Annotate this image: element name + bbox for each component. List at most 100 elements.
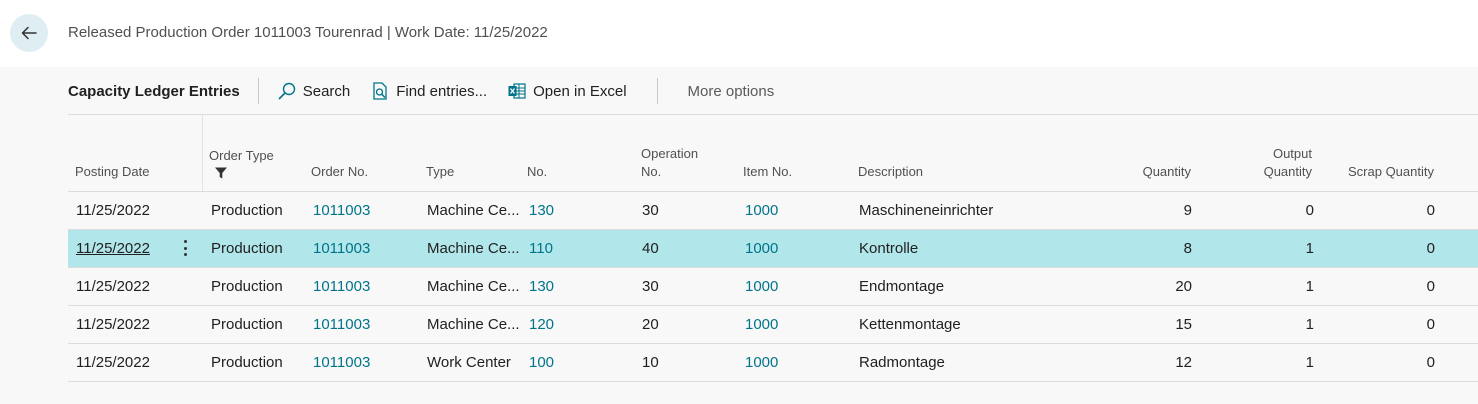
cell-scrap-quantity[interactable]: 0 xyxy=(1426,316,1435,333)
cell-scrap-quantity[interactable]: 0 xyxy=(1426,202,1435,219)
column-header-scrap-quantity[interactable]: Scrap Quantity xyxy=(1348,164,1434,179)
cell-quantity[interactable]: 8 xyxy=(1183,240,1192,257)
column-header-operation-no[interactable]: Operation No. xyxy=(641,145,698,181)
cell-quantity[interactable]: 20 xyxy=(1175,278,1192,295)
find-entries-button[interactable]: Find entries... xyxy=(370,81,487,101)
action-bar: Capacity Ledger Entries Search Find entr… xyxy=(68,68,1478,115)
cell-item-no[interactable]: 1000 xyxy=(745,316,779,333)
cell-output-quantity[interactable]: 0 xyxy=(1305,202,1314,219)
more-vertical-icon xyxy=(183,240,187,243)
cell-quantity[interactable]: 12 xyxy=(1175,354,1192,371)
cell-no[interactable]: 130 xyxy=(529,202,555,219)
table-row[interactable]: 11/25/2022 Production 1011003 Work Cente… xyxy=(68,344,1478,382)
cell-scrap-quantity[interactable]: 0 xyxy=(1426,278,1435,295)
cell-order-no[interactable]: 1011003 xyxy=(313,316,371,333)
cell-scrap-quantity[interactable]: 0 xyxy=(1426,240,1435,257)
column-header-item-no[interactable]: Item No. xyxy=(743,164,793,179)
column-header-order-type[interactable]: Order Type xyxy=(209,148,274,163)
column-header-output-quantity-line2: Quantity xyxy=(1263,164,1312,179)
cell-no[interactable]: 130 xyxy=(529,278,555,295)
cell-output-quantity[interactable]: 1 xyxy=(1305,316,1314,333)
search-button[interactable]: Search xyxy=(277,81,351,101)
open-in-excel-label: Open in Excel xyxy=(533,82,627,100)
list-caption: Capacity Ledger Entries xyxy=(68,82,240,100)
cell-description[interactable]: Kettenmontage xyxy=(859,316,961,333)
more-vertical-icon xyxy=(183,253,187,256)
cell-item-no[interactable]: 1000 xyxy=(745,354,779,371)
cell-operation-no[interactable]: 30 xyxy=(642,278,659,295)
column-header-order-no[interactable]: Order No. xyxy=(311,164,369,179)
column-header-posting-date[interactable]: Posting Date xyxy=(75,164,150,179)
cell-order-type[interactable]: Production xyxy=(211,202,283,219)
column-header-description[interactable]: Description xyxy=(858,164,924,179)
column-header-type[interactable]: Type xyxy=(426,164,455,179)
column-header-quantity[interactable]: Quantity xyxy=(1142,164,1191,179)
cell-quantity[interactable]: 9 xyxy=(1183,202,1192,219)
column-header-output-quantity[interactable]: Output Quantity xyxy=(1208,145,1312,181)
toolbar-divider xyxy=(257,78,259,104)
cell-description[interactable]: Kontrolle xyxy=(859,240,919,257)
cell-order-no[interactable]: 1011003 xyxy=(313,240,371,257)
table-row[interactable]: 11/25/2022 Production 1011003 Machine Ce… xyxy=(68,192,1478,230)
cell-order-type[interactable]: Production xyxy=(211,278,283,295)
cell-order-type[interactable]: Production xyxy=(211,354,283,371)
back-button[interactable] xyxy=(10,14,48,52)
filter-icon[interactable] xyxy=(214,166,228,180)
cell-output-quantity[interactable]: 1 xyxy=(1305,278,1314,295)
cell-type[interactable]: Machine Ce... xyxy=(427,278,520,295)
column-divider xyxy=(202,114,203,191)
column-header-operation-no-line2: No. xyxy=(641,164,662,179)
cell-operation-no[interactable]: 10 xyxy=(642,354,659,371)
cell-posting-date[interactable]: 11/25/2022 xyxy=(76,202,150,219)
table-row[interactable]: 11/25/2022 Production 1011003 Machine Ce… xyxy=(68,268,1478,306)
toolbar-divider xyxy=(656,78,658,104)
cell-order-no[interactable]: 1011003 xyxy=(313,278,371,295)
find-entries-label: Find entries... xyxy=(396,82,488,100)
more-options-button[interactable]: More options xyxy=(687,82,775,100)
grid-header: Posting Date Order Type Order No. Type N… xyxy=(68,114,1478,192)
cell-order-type[interactable]: Production xyxy=(211,240,283,257)
cell-posting-date[interactable]: 11/25/2022 xyxy=(76,354,150,371)
page-title: Released Production Order 1011003 Touren… xyxy=(68,24,548,41)
cell-scrap-quantity[interactable]: 0 xyxy=(1426,354,1435,371)
open-in-excel-button[interactable]: Open in Excel xyxy=(507,81,627,101)
table-row-selected[interactable]: 11/25/2022 Production 1011003 Machine Ce… xyxy=(68,230,1478,268)
cell-output-quantity[interactable]: 1 xyxy=(1305,354,1314,371)
cell-operation-no[interactable]: 30 xyxy=(642,202,659,219)
page-header: Released Production Order 1011003 Touren… xyxy=(0,0,1478,67)
more-vertical-icon xyxy=(183,246,187,250)
cell-description[interactable]: Maschineneinrichter xyxy=(859,202,994,219)
cell-operation-no[interactable]: 20 xyxy=(642,316,659,333)
cell-type[interactable]: Machine Ce... xyxy=(427,202,520,219)
find-entries-icon xyxy=(373,82,387,100)
cell-order-no[interactable]: 1011003 xyxy=(313,202,371,219)
cell-item-no[interactable]: 1000 xyxy=(745,240,779,257)
cell-description[interactable]: Endmontage xyxy=(859,278,945,295)
search-label: Search xyxy=(302,82,351,100)
column-header-no[interactable]: No. xyxy=(527,164,548,179)
cell-type[interactable]: Machine Ce... xyxy=(427,316,520,333)
cell-order-no[interactable]: 1011003 xyxy=(313,354,371,371)
cell-no[interactable]: 110 xyxy=(529,240,553,257)
excel-icon xyxy=(508,83,526,99)
capacity-ledger-grid: Posting Date Order Type Order No. Type N… xyxy=(68,114,1478,382)
column-header-output-quantity-line1: Output xyxy=(1272,146,1312,161)
cell-item-no[interactable]: 1000 xyxy=(745,278,779,295)
cell-quantity[interactable]: 15 xyxy=(1175,316,1192,333)
cell-order-type[interactable]: Production xyxy=(211,316,283,333)
row-menu-button[interactable] xyxy=(178,238,192,258)
cell-no[interactable]: 120 xyxy=(529,316,555,333)
table-row[interactable]: 11/25/2022 Production 1011003 Machine Ce… xyxy=(68,306,1478,344)
cell-type[interactable]: Machine Ce... xyxy=(427,240,520,257)
cell-item-no[interactable]: 1000 xyxy=(745,202,779,219)
arrow-left-icon xyxy=(21,26,37,40)
cell-no[interactable]: 100 xyxy=(529,354,555,371)
cell-posting-date[interactable]: 11/25/2022 xyxy=(76,240,150,257)
cell-operation-no[interactable]: 40 xyxy=(642,240,659,257)
cell-description[interactable]: Radmontage xyxy=(859,354,945,371)
cell-posting-date[interactable]: 11/25/2022 xyxy=(76,316,150,333)
cell-type[interactable]: Work Center xyxy=(427,354,511,371)
search-icon xyxy=(278,82,295,100)
cell-output-quantity[interactable]: 1 xyxy=(1305,240,1314,257)
cell-posting-date[interactable]: 11/25/2022 xyxy=(76,278,150,295)
